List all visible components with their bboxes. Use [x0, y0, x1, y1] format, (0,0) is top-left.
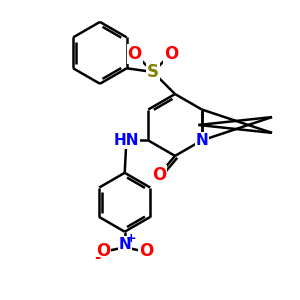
Text: N: N — [118, 237, 131, 252]
Text: +: + — [126, 232, 136, 245]
Text: S: S — [147, 63, 159, 81]
Text: O: O — [96, 242, 111, 260]
Text: O: O — [139, 242, 153, 260]
Text: N: N — [195, 133, 208, 148]
Text: O: O — [164, 45, 178, 63]
Text: HN: HN — [113, 133, 139, 148]
Text: O: O — [128, 45, 142, 63]
Text: O: O — [152, 166, 166, 184]
Text: -: - — [94, 250, 100, 265]
